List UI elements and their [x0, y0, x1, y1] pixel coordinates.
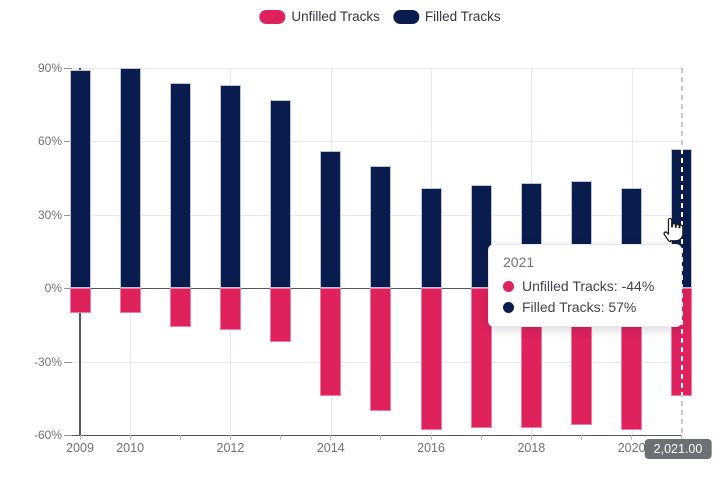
y-axis-label: -60%	[33, 428, 62, 442]
bar-unfilled-2014[interactable]	[320, 288, 342, 396]
bar-unfilled-2013[interactable]	[270, 288, 292, 342]
y-axis-tick	[64, 435, 72, 436]
bar-unfilled-2016[interactable]	[420, 288, 442, 431]
bar-filled-2013[interactable]	[270, 99, 292, 289]
y-axis-tick	[64, 288, 72, 290]
bar-filled-2009[interactable]	[69, 70, 91, 289]
bar-filled-2014[interactable]	[320, 151, 342, 289]
tooltip-row-unfilled: Unfilled Tracks: -44%	[503, 278, 667, 294]
chart-tooltip: 2021 Unfilled Tracks: -44% Filled Tracks…	[488, 244, 682, 327]
x-axis-tick	[681, 435, 683, 440]
legend-swatch-unfilled-icon	[259, 9, 286, 24]
bar-filled-2017[interactable]	[470, 185, 492, 289]
x-axis-label: 2009	[66, 441, 94, 455]
bar-filled-2012[interactable]	[219, 85, 241, 289]
x-axis-label: 2012	[216, 441, 245, 455]
legend-item-filled-tracks[interactable]: Filled Tracks	[392, 9, 501, 24]
cursor-pointer-hand-icon	[663, 217, 684, 243]
x-axis-tick	[79, 435, 81, 440]
legend: Unfilled Tracks Filled Tracks	[259, 9, 501, 24]
x-axis-tick	[480, 435, 482, 440]
bar-unfilled-2010[interactable]	[119, 288, 141, 313]
y-axis-tick	[64, 361, 72, 363]
bar-filled-2016[interactable]	[420, 187, 442, 289]
x-axis-tick	[430, 435, 432, 440]
y-axis-label: 60%	[37, 134, 62, 149]
x-axis-tick	[380, 435, 382, 440]
bar-unfilled-2012[interactable]	[219, 288, 241, 330]
bar-unfilled-2011[interactable]	[169, 288, 191, 328]
gridline-horizontal	[72, 141, 682, 143]
bar-unfilled-2009[interactable]	[69, 288, 91, 313]
tooltip-marker-filled-icon	[503, 301, 514, 313]
y-axis-label: 30%	[37, 207, 62, 222]
x-axis-label: 2014	[316, 441, 345, 455]
legend-item-unfilled-tracks[interactable]: Unfilled Tracks	[259, 9, 380, 24]
bar-filled-2011[interactable]	[169, 82, 191, 289]
x-axis-tick	[330, 435, 332, 440]
x-axis-line	[72, 434, 682, 436]
legend-label-filled: Filled Tracks	[424, 9, 501, 24]
x-axis-tick	[631, 435, 633, 440]
y-axis-label: 0%	[44, 281, 62, 296]
x-axis-label: 2020	[617, 441, 646, 455]
tooltip-row-text-unfilled: Unfilled Tracks: -44%	[522, 278, 655, 294]
tooltip-marker-unfilled-icon	[503, 280, 514, 292]
x-axis-tick	[530, 435, 532, 440]
bar-unfilled-2017[interactable]	[470, 288, 492, 428]
x-axis-tick	[179, 435, 181, 440]
y-axis-tick	[64, 214, 72, 216]
bar-unfilled-2015[interactable]	[370, 288, 392, 411]
x-axis-tick	[280, 435, 282, 440]
legend-label-unfilled: Unfilled Tracks	[291, 9, 380, 24]
x-axis-tick	[581, 435, 582, 440]
y-axis-tick	[64, 141, 72, 143]
x-axis-tick	[129, 435, 131, 440]
tooltip-row-filled: Filled Tracks: 57%	[503, 299, 667, 315]
tooltip-row-text-filled: Filled Tracks: 57%	[522, 299, 637, 315]
x-axis-label: 2010	[116, 441, 145, 455]
tooltip-title: 2021	[503, 254, 535, 270]
y-axis-label: -30%	[33, 354, 62, 369]
x-axis-label: 2018	[517, 441, 546, 455]
gridline-horizontal	[72, 68, 682, 69]
bar-filled-2015[interactable]	[370, 165, 392, 289]
crosshair-x-axis-label: 2,021.00	[644, 439, 712, 459]
bar-filled-2010[interactable]	[119, 68, 141, 289]
x-axis-label: 2016	[417, 441, 445, 455]
y-axis-label: 90%	[37, 61, 62, 75]
legend-swatch-filled-icon	[392, 9, 419, 24]
x-axis-tick	[229, 435, 231, 440]
y-axis-tick	[64, 68, 72, 69]
